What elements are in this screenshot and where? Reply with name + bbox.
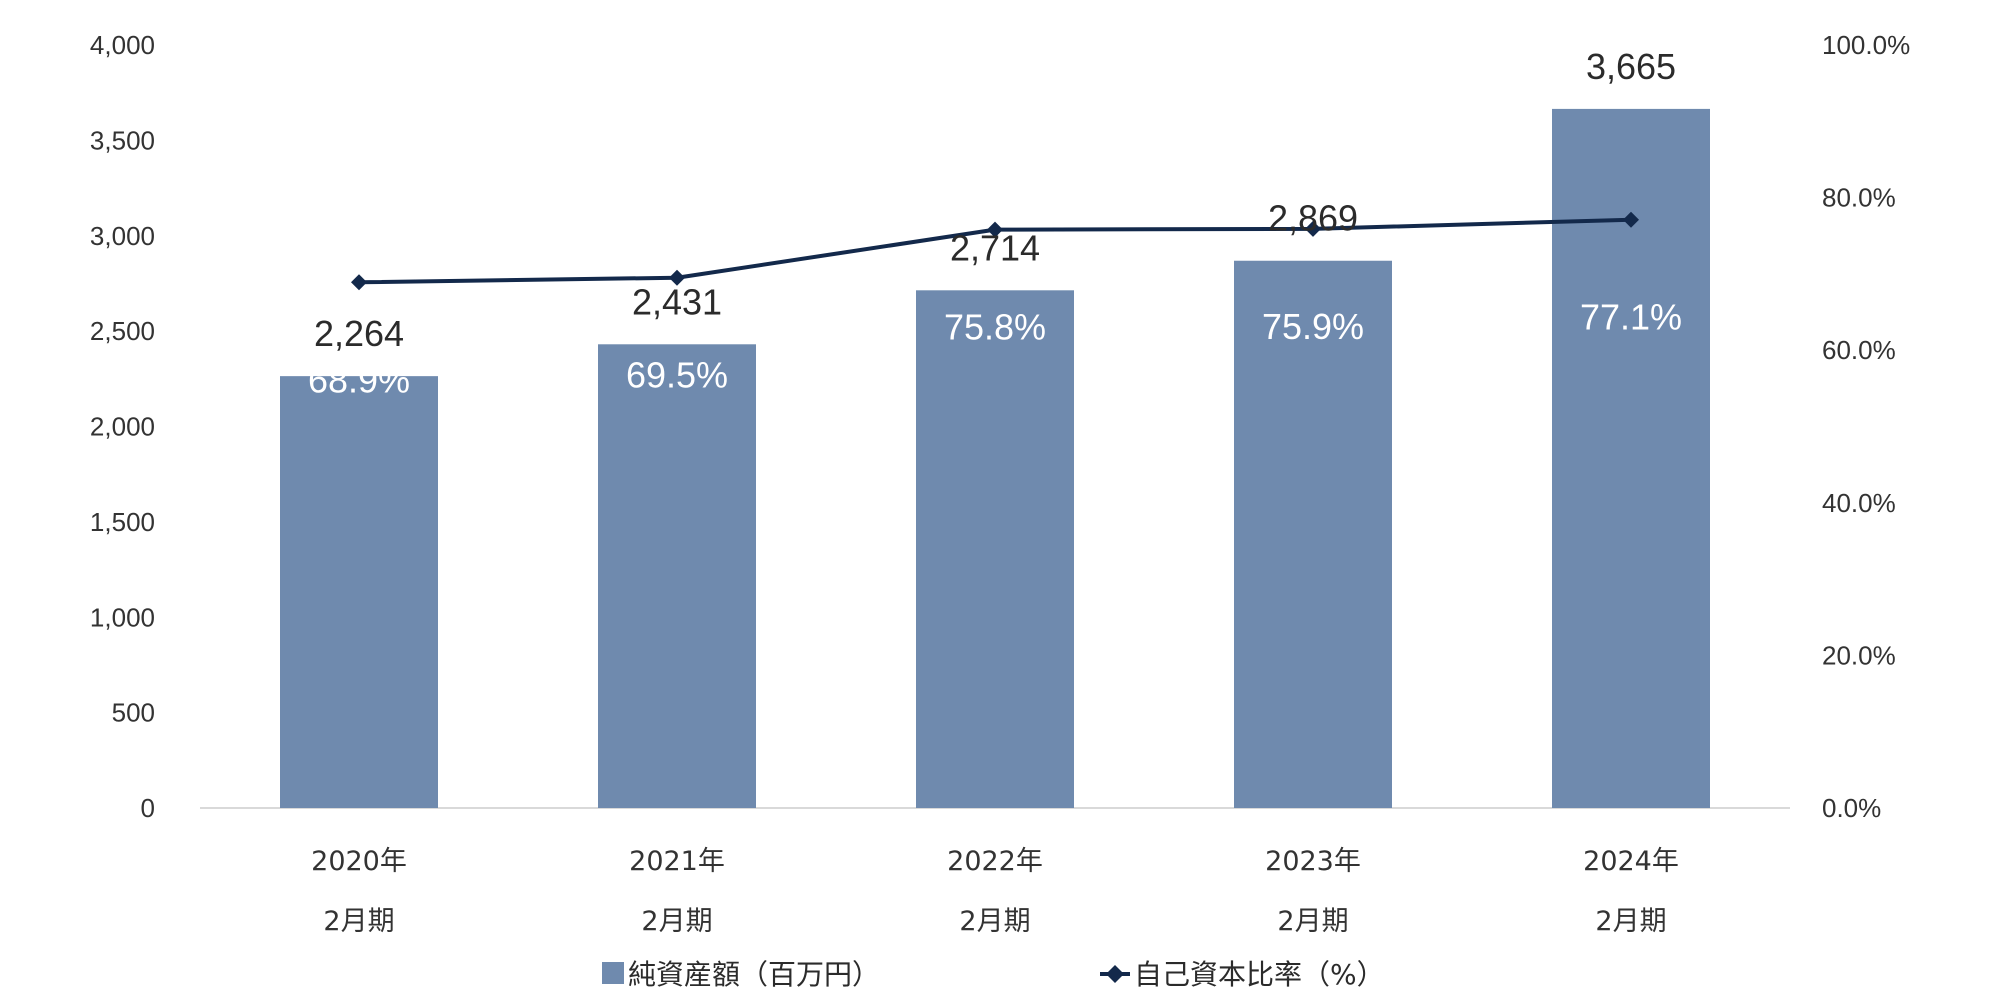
bar	[916, 290, 1074, 808]
bar-value-label: 2,714	[950, 227, 1040, 268]
category-label-period: 2月期	[959, 906, 1030, 937]
right-tick-label: 20.0%	[1822, 640, 1896, 670]
right-tick-label: 60.0%	[1822, 335, 1896, 365]
category-label-year: 2022年	[947, 846, 1043, 877]
line-series	[351, 211, 1639, 291]
category-label-period: 2月期	[323, 906, 394, 937]
right-tick-label: 40.0%	[1822, 488, 1896, 518]
left-tick-label: 1,500	[90, 507, 155, 537]
bar	[280, 376, 438, 808]
category-label-year: 2021年	[629, 846, 725, 877]
ratio-value-label: 77.1%	[1580, 297, 1682, 338]
legend-line-label: 自己資本比率（%）	[1134, 958, 1385, 991]
left-tick-label: 2,000	[90, 412, 155, 442]
category-label-year: 2020年	[311, 846, 407, 877]
diamond-marker	[1623, 211, 1639, 228]
bar-data-labels: 2,264 2,431 2,714 2,869 3,665	[314, 46, 1676, 354]
left-tick-label: 500	[112, 698, 155, 728]
category-label-period: 2月期	[1277, 906, 1348, 937]
ratio-value-label: 75.9%	[1262, 306, 1364, 347]
left-tick-label: 3,000	[90, 221, 155, 251]
category-label-period: 2月期	[641, 906, 712, 937]
left-tick-label: 4,000	[90, 30, 155, 60]
left-tick-label: 0	[141, 793, 155, 823]
right-tick-label: 100.0%	[1822, 30, 1910, 60]
bar-value-label: 3,665	[1586, 46, 1676, 87]
ratio-value-label: 68.9%	[308, 359, 410, 400]
legend-bar-label: 純資産額（百万円）	[628, 958, 880, 991]
bar	[598, 344, 756, 808]
right-tick-label: 0.0%	[1822, 793, 1881, 823]
bar-series	[280, 108, 1710, 809]
ratio-value-label: 75.8%	[944, 307, 1046, 348]
category-label-year: 2024年	[1583, 846, 1679, 877]
left-axis-ticks: 0 500 1,000 1,500 2,000 2,500 3,000 3,500 4,000	[90, 30, 155, 823]
line-data-labels: 68.9% 69.5% 75.8% 75.9% 77.1%	[308, 297, 1682, 401]
ratio-value-label: 69.5%	[626, 355, 728, 396]
diamond-marker	[987, 221, 1003, 238]
legend: 純資産額（百万円） 自己資本比率（%）	[602, 958, 1385, 991]
left-tick-label: 1,000	[90, 602, 155, 632]
right-tick-label: 80.0%	[1822, 183, 1896, 213]
category-label-period: 2月期	[1595, 906, 1666, 937]
diamond-marker	[351, 274, 367, 291]
right-axis-ticks: 0.0% 20.0% 40.0% 60.0% 80.0% 100.0%	[1822, 30, 1910, 823]
legend-bar-swatch	[602, 962, 624, 984]
bar	[1234, 260, 1392, 808]
left-tick-label: 2,500	[90, 316, 155, 346]
diamond-marker	[669, 269, 685, 286]
bar-value-label: 2,264	[314, 313, 404, 354]
category-labels: 2020年 2月期 2021年 2月期 2022年 2月期 2023年 2月期 2024年 2月期	[311, 846, 1679, 937]
category-label-year: 2023年	[1265, 846, 1361, 877]
legend-diamond-icon	[1106, 965, 1124, 983]
diamond-marker	[1305, 220, 1321, 237]
bar-value-label: 2,431	[632, 281, 722, 322]
left-tick-label: 3,500	[90, 125, 155, 155]
bar-value-label: 2,869	[1268, 198, 1358, 239]
